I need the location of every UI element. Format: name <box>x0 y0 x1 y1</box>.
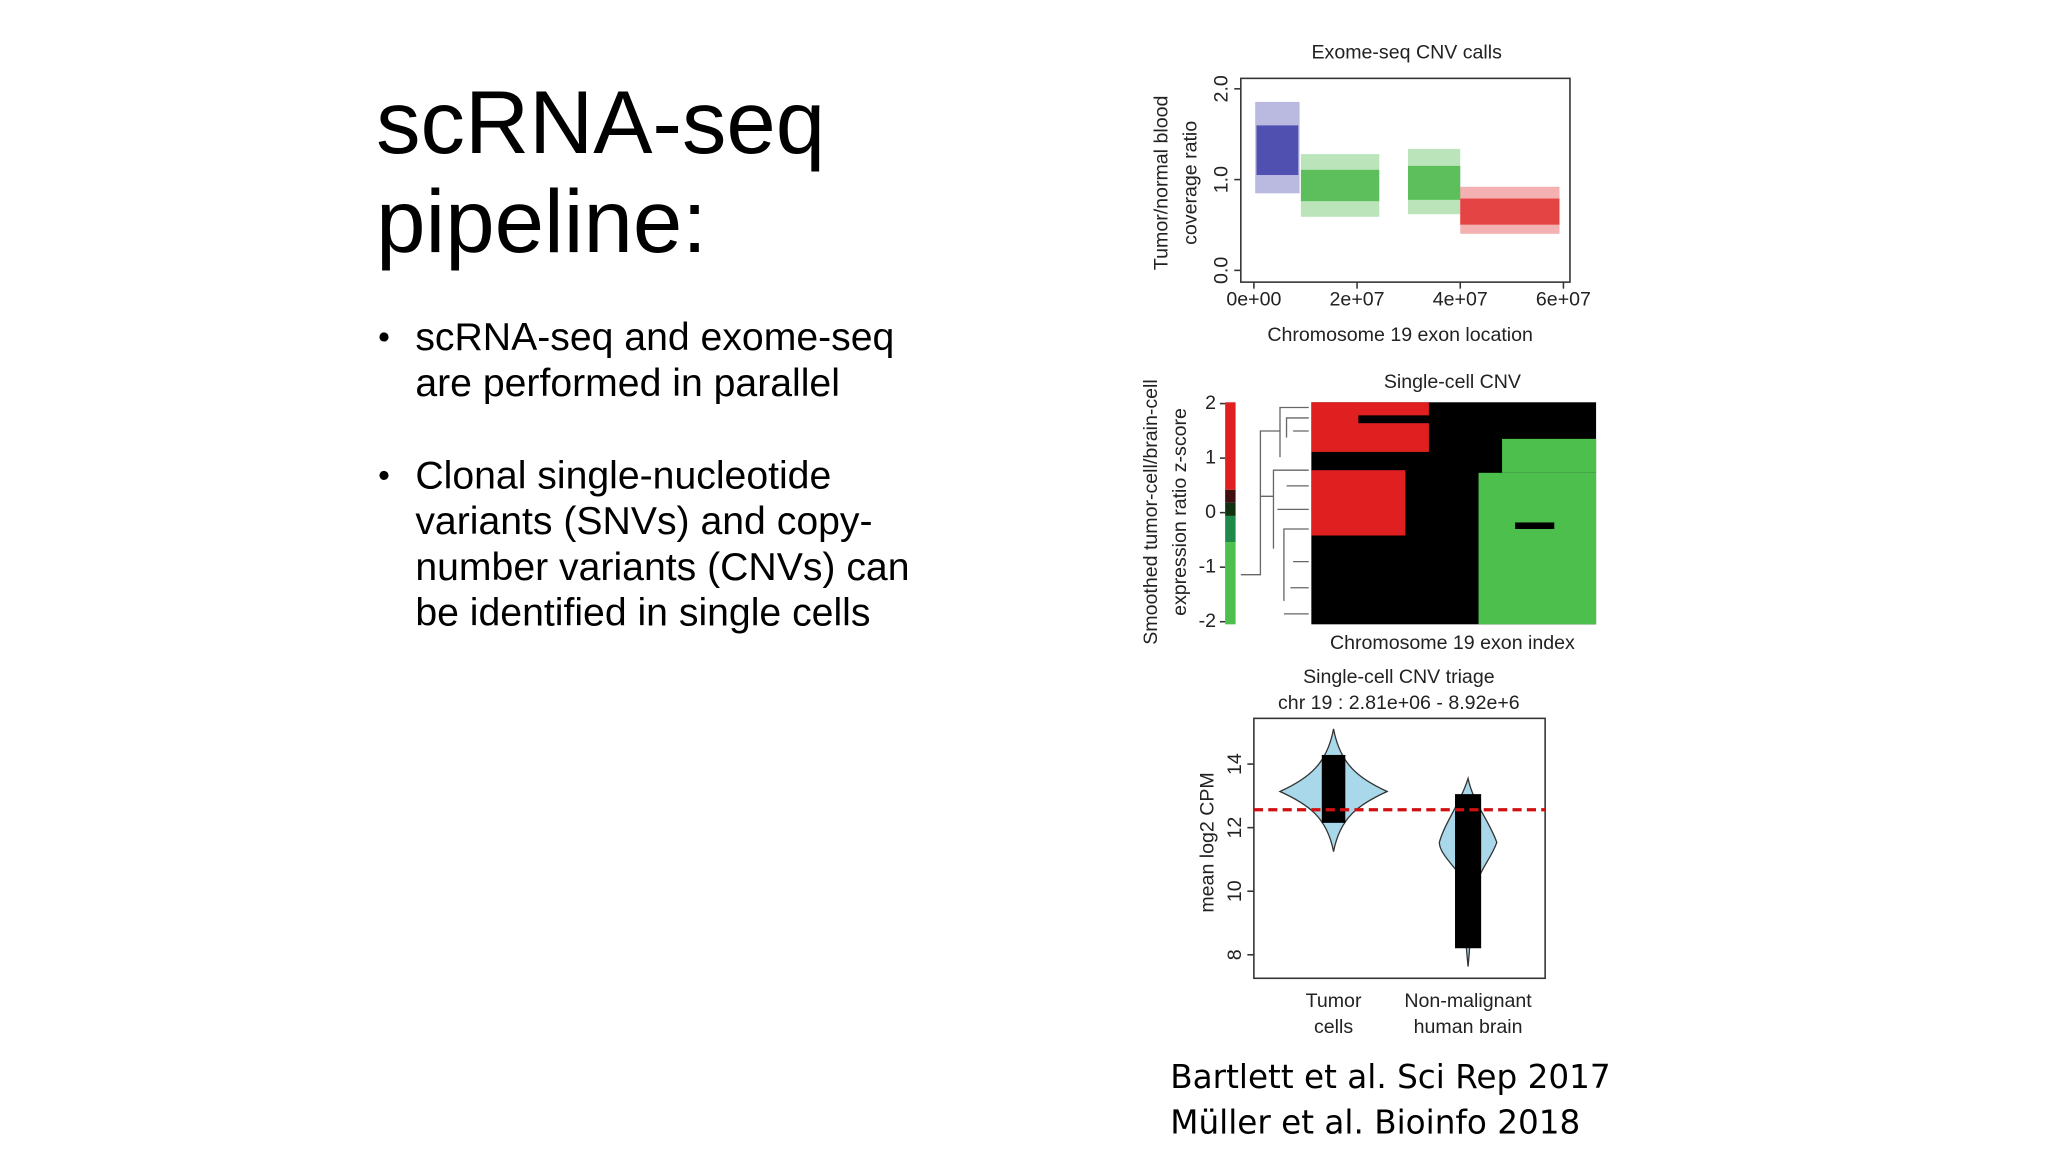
y-axis-label: Tumor/normal blood <box>1151 96 1173 270</box>
bullet-dot <box>379 470 389 480</box>
bullet-dot <box>379 332 389 342</box>
single-cell-cnv-figure: Single-cell CNV Chromosome 19 exon index S… <box>1140 371 1597 654</box>
colorbar-tick-label: 2 <box>1205 392 1216 414</box>
y-tick-label: 2.0 <box>1211 75 1233 102</box>
y-axis-label: mean log2 CPM <box>1196 772 1218 912</box>
heatmap-block <box>1502 438 1597 473</box>
slide-title: scRNA-seq <box>376 73 825 172</box>
colorbar-segment <box>1225 542 1236 625</box>
figure-title: Single-cell CNV <box>1384 371 1521 393</box>
category-label: Tumor <box>1306 990 1362 1012</box>
strip-lines <box>1455 794 1482 949</box>
colorbar-tick-label: -1 <box>1199 555 1216 577</box>
figure-title: chr 19 : 2.81e+06 - 8.92e+6 <box>1278 692 1520 714</box>
y-tick-label: 14 <box>1224 753 1246 775</box>
colorbar-tick-label: 1 <box>1205 446 1216 468</box>
y-axis-label: Smoothed tumor-cell/brain-cell <box>1140 379 1162 645</box>
category-label: cells <box>1314 1016 1353 1038</box>
colorbar-segment <box>1225 502 1236 516</box>
heatmap-block <box>1358 415 1437 424</box>
bullet-text: number variants (CNVs) can <box>415 546 909 589</box>
strip-lines <box>1321 754 1346 823</box>
heatmap-block <box>1515 522 1555 529</box>
point-cloud <box>1460 198 1560 225</box>
colorbar-tick-label: -2 <box>1199 610 1216 632</box>
x-tick-label: 4e+07 <box>1433 289 1488 311</box>
colorbar-segment <box>1225 402 1236 490</box>
figure-title: Exome-seq CNV calls <box>1311 42 1502 64</box>
x-tick-label: 0e+00 <box>1226 289 1281 311</box>
y-tick-label: 0.0 <box>1211 257 1233 284</box>
y-tick-label: 8 <box>1224 949 1246 960</box>
y-tick-label: 10 <box>1224 880 1246 902</box>
x-tick-label: 6e+07 <box>1536 289 1591 311</box>
bullet-text: variants (SNVs) and copy- <box>415 500 872 543</box>
cnv-triage-figure: Single-cell CNV triage chr 19 : 2.81e+06 … <box>1196 666 1546 1038</box>
y-tick-label: 12 <box>1224 817 1246 839</box>
x-axis-label: Chromosome 19 exon location <box>1267 324 1533 346</box>
plot-frame <box>1253 717 1546 980</box>
bullet-text: Clonal single-nucleotide <box>415 454 831 497</box>
heatmap-block <box>1478 472 1597 625</box>
category-label: human brain <box>1414 1016 1523 1038</box>
slide-title: pipeline: <box>376 172 707 271</box>
dendrogram <box>1240 406 1309 615</box>
x-axis-label: Chromosome 19 exon index <box>1330 632 1575 654</box>
bullet-text: scRNA-seq and exome-seq <box>415 316 894 359</box>
colorbar-tick-label: 0 <box>1205 501 1216 523</box>
figure-title: Single-cell CNV triage <box>1303 666 1495 688</box>
bullet-text: are performed in parallel <box>415 362 840 405</box>
y-axis-label: coverage ratio <box>1179 121 1201 245</box>
heatmap-block <box>1311 470 1406 536</box>
y-tick-label: 1.0 <box>1211 166 1233 193</box>
exome-cnv-figure: Exome-seq CNV calls Chromosome 19 exon lo… <box>1151 42 1591 346</box>
citation: Müller et al. Bioinfo 2018 <box>1170 1104 1580 1142</box>
point-cloud <box>1256 125 1299 176</box>
citation: Bartlett et al. Sci Rep 2017 <box>1170 1058 1610 1096</box>
colorbar-segment <box>1225 489 1236 503</box>
y-axis-label: expression ratio z-score <box>1169 408 1191 616</box>
heatmap-block <box>1311 402 1429 452</box>
bullet-text: be identified in single cells <box>415 592 870 635</box>
colorbar-segment <box>1225 515 1236 543</box>
point-cloud <box>1408 165 1461 200</box>
x-tick-label: 2e+07 <box>1330 289 1385 311</box>
point-cloud <box>1300 169 1380 202</box>
category-label: Non-malignant <box>1404 990 1532 1012</box>
